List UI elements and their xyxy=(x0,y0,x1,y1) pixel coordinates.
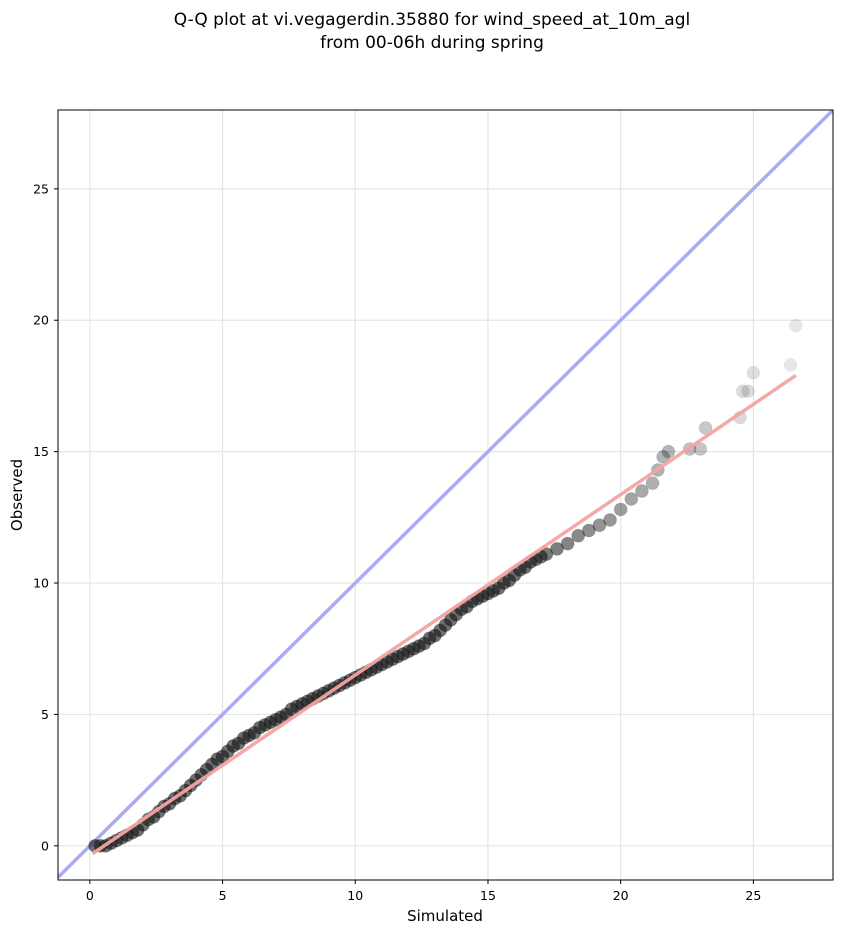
qq-point xyxy=(624,491,639,506)
fit-line xyxy=(91,373,797,856)
qq-point xyxy=(560,536,575,551)
qq-point xyxy=(698,420,713,435)
qq-point xyxy=(634,484,649,499)
x-tick-label: 10 xyxy=(347,888,363,903)
x-tick-label: 5 xyxy=(219,888,227,903)
chart-subtitle: from 00-06h during spring xyxy=(320,33,544,53)
y-tick-label: 20 xyxy=(33,313,49,328)
qq-points xyxy=(88,318,803,856)
y-axis-ticks: 0 5 10 15 20 25 xyxy=(33,181,58,853)
qq-point xyxy=(539,547,554,562)
qq-point xyxy=(789,318,803,332)
identity-line xyxy=(58,110,833,879)
y-tick-label: 15 xyxy=(33,444,49,459)
qq-point xyxy=(661,444,676,459)
x-tick-label: 15 xyxy=(480,888,496,903)
qq-point xyxy=(592,518,607,533)
qq-point xyxy=(549,541,564,556)
plot-frame xyxy=(57,109,834,881)
qq-point xyxy=(571,528,586,543)
x-tick-label: 25 xyxy=(745,888,761,903)
qq-point xyxy=(784,358,798,372)
x-tick-label: 20 xyxy=(613,888,629,903)
reference-lines xyxy=(58,110,833,879)
qq-point xyxy=(581,523,596,538)
qq-point xyxy=(645,476,660,491)
qq-point xyxy=(656,449,671,464)
qq-point xyxy=(613,502,628,517)
chart-title: Q-Q plot at vi.vegagerdin.35880 for wind… xyxy=(174,10,690,30)
x-tick-label: 0 xyxy=(86,888,94,903)
y-tick-label: 10 xyxy=(33,576,49,591)
qq-point xyxy=(735,384,750,399)
y-axis-label: Observed xyxy=(8,459,26,531)
x-axis-label: Simulated xyxy=(407,907,483,925)
qq-point xyxy=(603,512,618,527)
qq-point xyxy=(746,366,760,380)
qq-point xyxy=(741,384,756,399)
y-tick-label: 0 xyxy=(41,838,49,853)
y-tick-label: 5 xyxy=(41,707,49,722)
x-axis-ticks: 0 5 10 15 20 25 xyxy=(86,880,761,903)
y-tick-label: 25 xyxy=(33,181,49,196)
